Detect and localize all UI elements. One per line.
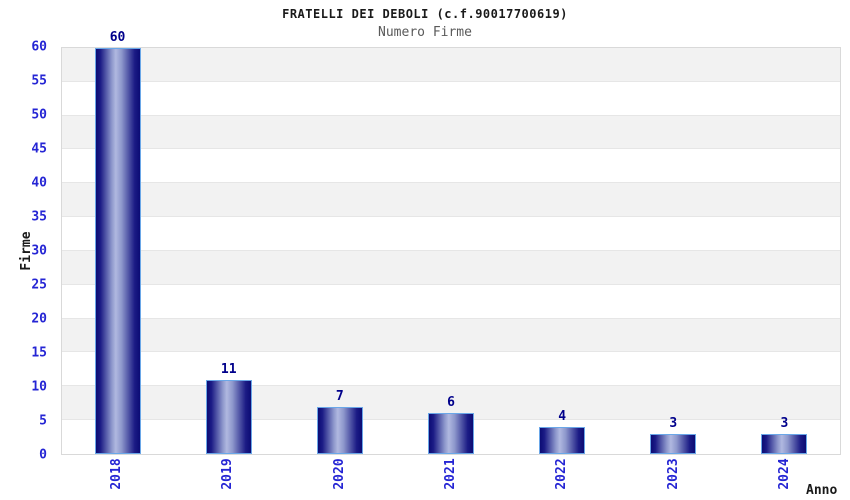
y-tick-label: 15 [31,345,47,361]
plot-area: 60 11 7 6 4 3 3 [61,31,841,455]
bar-2019 [205,379,252,454]
bar-slot-2021: 6 [395,48,506,454]
x-tick-label-2021: 2021 [443,458,458,490]
y-axis: 0 5 10 15 20 25 30 35 40 45 50 55 60 [0,41,53,462]
y-tick-label: 10 [31,379,47,395]
plot-band [62,318,840,353]
y-tick-label: 45 [31,141,47,157]
bar-2021 [427,413,474,454]
x-tick-label-2019: 2019 [220,458,236,490]
x-tick-label-2018: 2018 [108,458,124,490]
bar-slot-2024: 3 [729,48,840,454]
plot-band [62,149,840,184]
bar-slot-2019: 11 [173,48,284,454]
x-tick-label-2020: 2020 [331,458,347,490]
y-tick-label: 55 [31,73,47,89]
plot-band [62,81,840,116]
chart-subtitle: Numero Firme [378,25,472,40]
bar-2020 [316,406,363,454]
bar-value-label-2018: 60 [109,30,126,45]
plot-band [62,250,840,285]
bar-value-label-2020: 7 [335,388,344,404]
plot-band [62,48,840,82]
plot-band [62,284,840,319]
y-tick-label: 5 [39,413,47,429]
y-tick-label: 20 [31,311,47,327]
y-tick-label: 40 [31,175,47,191]
plot-band [62,352,840,387]
bar-value-label-2022: 4 [558,408,567,424]
bar-slot-2018: 60 [62,31,173,454]
y-tick-label: 35 [31,209,47,225]
x-axis-label: Anno [806,483,838,498]
y-tick-label: 25 [31,277,47,293]
bar-slot-2022: 4 [507,48,618,454]
bar-value-label-2019: 11 [220,361,237,377]
bar-2018 [94,48,141,454]
y-tick-label: 0 [39,447,47,463]
x-axis: 2018 2019 2020 2021 2022 2023 2024 [61,455,841,500]
bar-value-label-2021: 6 [447,395,455,411]
bar-slot-2023: 3 [618,48,729,454]
bar-2022 [539,426,586,454]
bar-2023 [650,433,697,454]
plot-band [62,217,840,251]
plot-band [62,115,840,150]
bar-value-label-2024: 3 [780,415,789,431]
bar-2024 [761,433,808,454]
x-tick-label-2022: 2022 [554,458,570,490]
bar-slot-2020: 7 [284,48,395,454]
bars-layer: 60 11 7 6 4 3 3 [62,31,840,454]
bar-value-label-2023: 3 [669,415,678,431]
y-tick-label: 50 [31,107,47,123]
chart-title: FRATELLI DEI DEBOLI (c.f.90017700619) [282,7,568,21]
x-tick-label-2023: 2023 [665,458,681,490]
plot-band [62,183,840,218]
x-tick-label-2024: 2024 [777,458,793,490]
y-tick-label: 60 [31,39,47,55]
y-tick-label: 30 [31,243,47,259]
